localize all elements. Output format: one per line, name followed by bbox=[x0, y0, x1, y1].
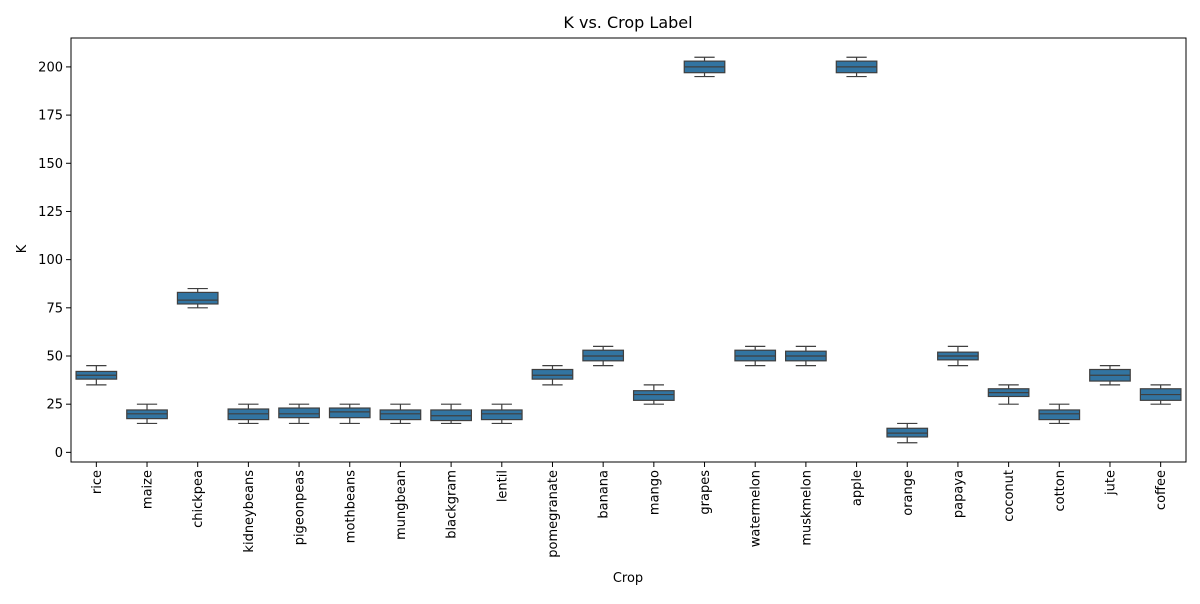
x-tick-label: apple bbox=[850, 470, 865, 506]
x-axis-label: Crop bbox=[613, 571, 643, 586]
plot-frame bbox=[70, 37, 1187, 463]
x-tick-label: lentil bbox=[495, 470, 510, 502]
box-cotton bbox=[1038, 409, 1081, 421]
y-axis-label: K bbox=[15, 244, 30, 253]
x-tick-label: rice bbox=[90, 470, 105, 494]
y-tick-label: 150 bbox=[38, 157, 63, 172]
x-tick-label: jute bbox=[1103, 470, 1118, 496]
y-tick-label: 50 bbox=[46, 350, 63, 365]
chart-title: K vs. Crop Label bbox=[563, 13, 692, 32]
x-tick-label: mango bbox=[647, 470, 662, 515]
x-tick-label: maize bbox=[141, 470, 156, 509]
x-tick-label: chickpea bbox=[191, 470, 206, 528]
x-tick-label: cotton bbox=[1053, 470, 1068, 512]
y-tick-label: 175 bbox=[38, 109, 63, 124]
y-tick-label: 25 bbox=[46, 398, 63, 413]
plot-area: 0 25 50 75 100 125 150 175 200 rice maize chickpea k… bbox=[38, 56, 1182, 558]
x-tick-label: orange bbox=[901, 470, 916, 516]
x-tick-label: banana bbox=[597, 470, 612, 519]
box-mothbeans bbox=[328, 407, 371, 419]
x-tick-label: kidneybeans bbox=[242, 470, 257, 553]
box-lentil bbox=[480, 409, 523, 421]
x-tick-label: muskmelon bbox=[799, 470, 814, 546]
box-mango bbox=[632, 390, 675, 401]
y-tick-label: 125 bbox=[38, 205, 63, 220]
x-tick-label: coconut bbox=[1002, 470, 1017, 522]
x-tick-label: pigeonpeas bbox=[293, 470, 308, 546]
y-tick-label: 0 bbox=[55, 446, 63, 461]
x-tick-label: blackgram bbox=[445, 470, 460, 539]
box-pigeonpeas bbox=[278, 407, 320, 419]
x-tick-label: coffee bbox=[1154, 470, 1169, 510]
box-mungbean bbox=[379, 409, 422, 421]
x-tick-label: mungbean bbox=[394, 470, 409, 540]
y-tick-label: 75 bbox=[46, 301, 63, 316]
box-chickpea bbox=[176, 291, 219, 305]
x-tick-label: mothbeans bbox=[343, 470, 358, 543]
y-tick-label: 100 bbox=[38, 253, 63, 268]
x-tick-label: pomegranate bbox=[546, 470, 561, 558]
y-tick-label: 200 bbox=[38, 60, 63, 75]
x-tick-label: grapes bbox=[698, 470, 713, 515]
x-tick-label: watermelon bbox=[749, 470, 764, 547]
x-tick-label: papaya bbox=[951, 470, 966, 518]
box-pomegranate bbox=[531, 368, 574, 380]
